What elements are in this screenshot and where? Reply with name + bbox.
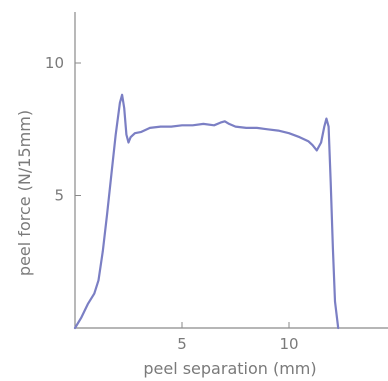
series-line [73,93,340,330]
x-axis-label: peel separation (mm) [143,359,316,378]
y-ticks: 5 10 [45,54,81,205]
y-axis-label: peel force (N/15mm) [15,110,34,276]
x-tick-label: 10 [279,335,298,353]
x-tick-label: 5 [177,335,187,353]
x-ticks: 5 10 [177,322,299,353]
y-tick-label: 10 [45,54,64,72]
series-layer [73,93,340,330]
y-tick-label: 5 [54,187,64,205]
plot-area: 5 10 5 10 [45,12,388,353]
